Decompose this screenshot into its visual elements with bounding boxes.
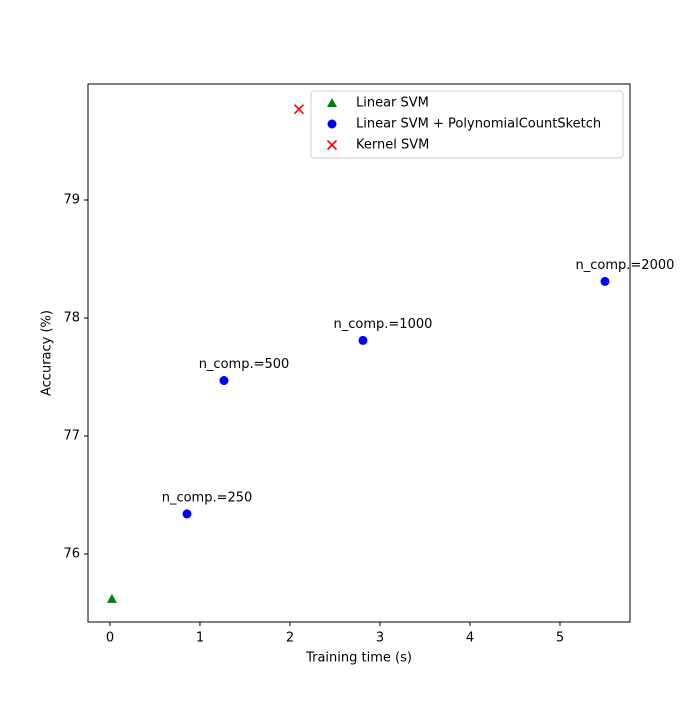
point (106, 593, 117, 603)
y-tick-label: 78 (63, 311, 80, 326)
legend-marker (326, 139, 338, 151)
point (358, 335, 368, 345)
y-tick-label: 76 (63, 547, 80, 562)
point (219, 376, 229, 386)
x-tick-label: 0 (106, 631, 114, 646)
point-label: n_comp.=1000 (334, 317, 433, 332)
point (600, 276, 610, 286)
y-tick-label: 79 (63, 193, 80, 208)
x-tick-label: 5 (556, 631, 564, 646)
point-label: n_comp.=500 (199, 357, 290, 372)
y-axis-label: Accuracy (%) (40, 310, 55, 396)
point-label: n_comp.=250 (162, 490, 253, 505)
legend: Linear SVM Linear SVM + PolynomialCountSk… (310, 90, 624, 159)
legend-label: Linear SVM (356, 96, 429, 111)
legend-marker (327, 98, 337, 107)
point (182, 509, 192, 519)
legend-box (310, 90, 624, 159)
point (293, 104, 305, 115)
x-tick-label: 2 (286, 631, 294, 646)
plot-frame (87, 83, 631, 623)
x-tick-label: 1 (196, 631, 204, 646)
legend-label: Kernel SVM (356, 138, 429, 153)
legend-marker (327, 119, 337, 129)
point-label: n_comp.=2000 (576, 258, 675, 273)
x-tick-label: 3 (376, 631, 384, 646)
x-axis-label: Training time (s) (305, 651, 412, 666)
legend-label: Linear SVM + PolynomialCountSketch (356, 117, 601, 132)
y-tick-label: 77 (63, 429, 80, 444)
x-tick-label: 4 (466, 631, 474, 646)
